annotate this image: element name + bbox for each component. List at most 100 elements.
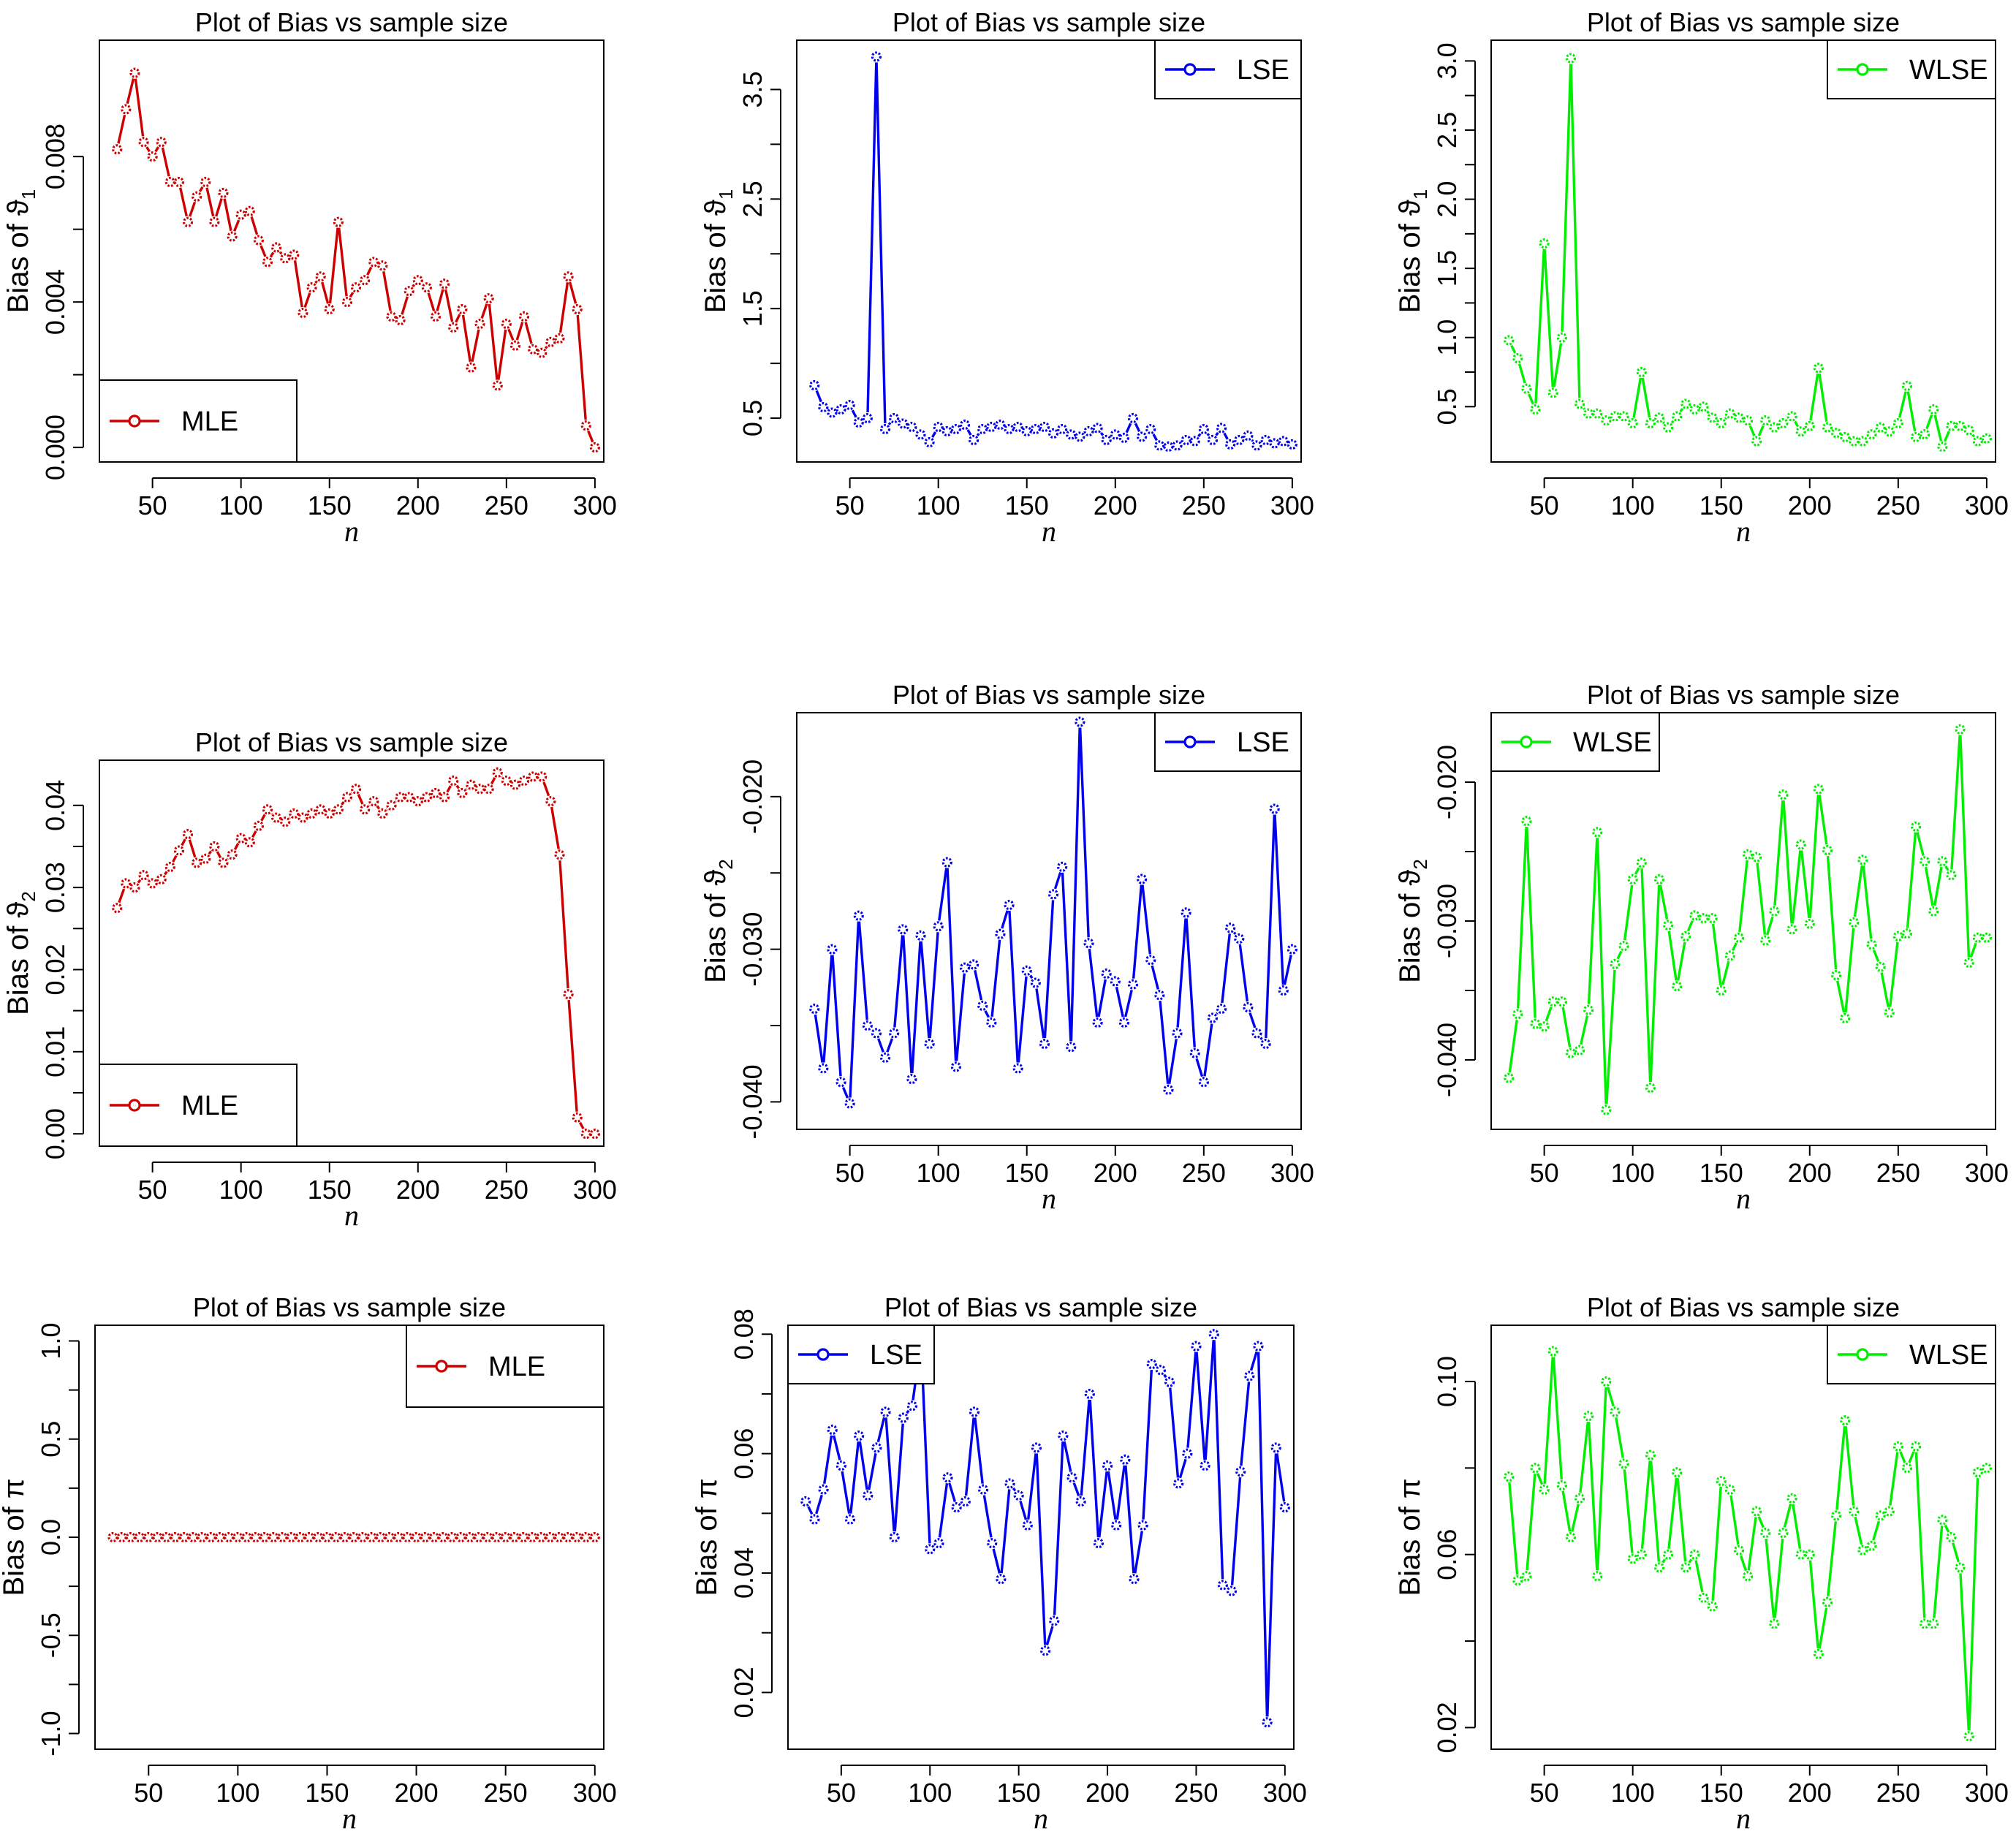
series-segment bbox=[1800, 850, 1811, 919]
y-tick-label: 0.004 bbox=[40, 269, 70, 335]
legend-box bbox=[1154, 39, 1302, 99]
series-segment bbox=[328, 227, 339, 304]
series-segment bbox=[902, 935, 913, 1074]
data-point bbox=[259, 1531, 270, 1543]
data-point bbox=[1163, 1084, 1174, 1095]
series-segment bbox=[1711, 923, 1722, 985]
series-segment bbox=[357, 793, 364, 805]
data-point bbox=[1243, 1001, 1254, 1013]
x-tick-label: 300 bbox=[1270, 1158, 1314, 1188]
series-segment bbox=[1571, 1504, 1580, 1532]
series-segment bbox=[974, 969, 983, 1001]
series-segment bbox=[1596, 1387, 1607, 1571]
data-point bbox=[1795, 1549, 1806, 1560]
series-segment bbox=[815, 1494, 823, 1515]
data-point bbox=[1769, 1618, 1780, 1629]
data-point bbox=[1804, 420, 1815, 431]
x-tick-label: 150 bbox=[997, 1778, 1041, 1808]
series-segment bbox=[134, 78, 145, 137]
data-point bbox=[1565, 1531, 1577, 1543]
series-segment bbox=[1765, 1538, 1776, 1618]
series-segment bbox=[567, 1000, 578, 1112]
series-segment bbox=[1098, 1471, 1108, 1538]
data-point bbox=[871, 1442, 882, 1453]
series-segment bbox=[1221, 933, 1231, 1004]
series-segment bbox=[1721, 960, 1730, 985]
y-tick-label: 1.5 bbox=[738, 290, 768, 327]
series-segment bbox=[849, 1441, 860, 1514]
series-segment bbox=[992, 1548, 1001, 1574]
data-point bbox=[430, 787, 442, 799]
data-point bbox=[224, 1531, 235, 1543]
series-segment bbox=[1944, 1524, 1950, 1533]
y-tick-label: 0.02 bbox=[40, 944, 70, 995]
series-segment bbox=[1959, 1573, 1970, 1731]
series-segment bbox=[161, 147, 170, 177]
series-segment bbox=[1249, 1351, 1258, 1371]
plot-frame bbox=[1490, 39, 1996, 463]
series-segment bbox=[1818, 795, 1828, 845]
chart-panel-p11: Plot of Bias vs sample size 50 100 150 200 25… bbox=[2, 7, 617, 547]
series-segment bbox=[1757, 425, 1765, 436]
data-point bbox=[1154, 440, 1165, 451]
data-point bbox=[1955, 724, 1966, 735]
data-point bbox=[179, 1531, 190, 1543]
data-point bbox=[1075, 431, 1085, 442]
y-axis-label: Bias of π bbox=[0, 1479, 30, 1596]
data-point bbox=[277, 1531, 288, 1543]
x-tick-label: 100 bbox=[219, 1175, 263, 1205]
series-segment bbox=[1151, 965, 1160, 990]
x-tick-label: 200 bbox=[1085, 1778, 1129, 1808]
series-segment bbox=[876, 1417, 886, 1443]
data-point bbox=[262, 804, 273, 815]
y-tick-label: -0.020 bbox=[1432, 745, 1462, 819]
data-point bbox=[1716, 1475, 1727, 1487]
data-point bbox=[1857, 1545, 1868, 1556]
data-point bbox=[232, 1531, 243, 1543]
data-point bbox=[1207, 1012, 1219, 1023]
x-tick-label: 300 bbox=[1965, 1158, 2009, 1188]
series-segment bbox=[1808, 795, 1820, 918]
data-point bbox=[1574, 398, 1585, 409]
data-point bbox=[844, 399, 855, 411]
data-point bbox=[164, 176, 175, 188]
data-point bbox=[112, 144, 123, 155]
data-point bbox=[1963, 1731, 1974, 1742]
series-segment bbox=[877, 1038, 884, 1053]
series-segment bbox=[1000, 1489, 1011, 1574]
data-point bbox=[1182, 1448, 1193, 1459]
data-point bbox=[1004, 1478, 1015, 1489]
data-point bbox=[809, 1003, 820, 1015]
series-segment bbox=[1916, 832, 1925, 856]
data-point bbox=[589, 442, 600, 453]
data-point bbox=[125, 1531, 136, 1543]
chart-title: Plot of Bias vs sample size bbox=[193, 1292, 506, 1322]
data-point bbox=[959, 962, 971, 973]
x-tick-label: 250 bbox=[1876, 1158, 1920, 1188]
data-point bbox=[1760, 1527, 1771, 1539]
data-point bbox=[1521, 816, 1532, 827]
series-segment bbox=[303, 292, 311, 308]
data-point bbox=[1822, 844, 1833, 856]
data-point bbox=[295, 1531, 306, 1543]
data-point bbox=[501, 775, 512, 787]
data-point bbox=[1795, 426, 1806, 437]
series-segment bbox=[137, 879, 142, 884]
y-axis-label: Bias of π bbox=[1394, 1479, 1426, 1596]
series-segment bbox=[1933, 1526, 1944, 1618]
series-segment bbox=[1606, 1387, 1615, 1407]
x-axis-label: n bbox=[344, 515, 359, 547]
y-tick-label: -0.030 bbox=[1432, 884, 1462, 958]
data-point bbox=[915, 930, 926, 941]
series-segment bbox=[349, 292, 355, 298]
data-point bbox=[941, 425, 952, 437]
series-segment bbox=[1078, 727, 1090, 938]
data-point bbox=[1539, 1484, 1550, 1495]
data-point bbox=[1539, 238, 1550, 249]
data-point bbox=[1217, 1580, 1228, 1591]
data-point bbox=[827, 407, 838, 418]
x-tick-label: 250 bbox=[1182, 1158, 1226, 1188]
series-segment bbox=[576, 314, 587, 420]
series-segment bbox=[1587, 838, 1599, 1004]
data-point bbox=[1004, 423, 1015, 435]
